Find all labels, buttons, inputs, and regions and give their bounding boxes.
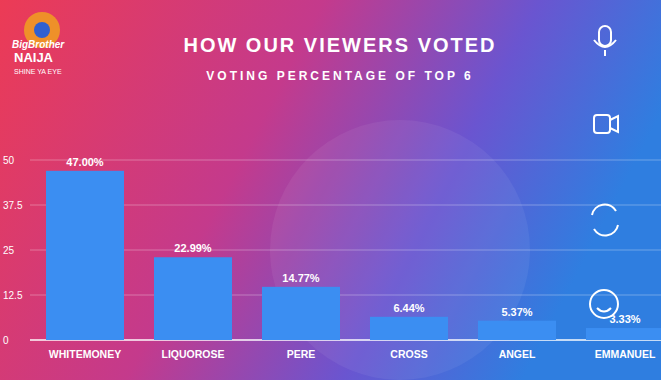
- x-tick-label: ANGEL: [499, 348, 536, 360]
- bar: [586, 328, 661, 340]
- x-tick-label: WHITEMONEY: [49, 348, 121, 360]
- mic-icon: [599, 26, 611, 46]
- y-tick-label: 37.5: [3, 200, 23, 211]
- data-label: 22.99%: [174, 242, 212, 254]
- grid-line: [30, 340, 661, 341]
- bar: [154, 257, 232, 340]
- y-tick-label: 50: [3, 155, 15, 166]
- x-tick-label: PERE: [287, 348, 316, 360]
- x-tick-label: CROSS: [390, 348, 427, 360]
- x-tick-label: EMMANUEL: [595, 348, 656, 360]
- x-tick-label: LIQUOROSE: [161, 348, 224, 360]
- chart-title: HOW OUR VIEWERS VOTED: [183, 34, 496, 56]
- video-lens: [610, 116, 618, 132]
- video-icon: [594, 115, 610, 133]
- emoji-icon: [590, 290, 618, 318]
- grid-line: [30, 205, 661, 206]
- y-tick-label: 25: [3, 245, 15, 256]
- data-label: 6.44%: [393, 302, 424, 314]
- chart-subtitle: VOTING PERCENTAGE OF TOP 6: [206, 69, 473, 83]
- chart-root: BigBrotherNAIJA SHINE YA EYE HOW OUR VIEWE…: [0, 0, 661, 380]
- data-label: 14.77%: [282, 272, 320, 284]
- chart-svg: BigBrotherNAIJA SHINE YA EYE HOW OUR VIEWE…: [0, 0, 661, 380]
- bar: [370, 317, 448, 340]
- overlay-icons: [590, 26, 618, 318]
- bar: [46, 171, 124, 340]
- bars: [46, 171, 661, 340]
- y-tick-label: 0: [3, 335, 9, 346]
- logo-brand: BigBrother: [12, 39, 65, 50]
- bar: [478, 321, 556, 340]
- grid-line: [30, 160, 661, 161]
- logo-pupil: [34, 22, 50, 38]
- data-label: 47.00%: [66, 156, 104, 168]
- logo-name: NAIJA: [14, 50, 54, 65]
- mic-stand: [594, 40, 616, 56]
- data-label: 5.37%: [501, 306, 532, 318]
- y-tick-label: 12.5: [3, 290, 23, 301]
- rotate-icon: [592, 205, 618, 236]
- bar: [262, 287, 340, 340]
- emoji-smile: [597, 308, 611, 312]
- grid-line: [30, 295, 661, 296]
- background: [0, 0, 661, 380]
- x-axis-line: [30, 339, 661, 340]
- logo-tagline: SHINE YA EYE: [14, 68, 62, 75]
- grid-line: [30, 250, 661, 251]
